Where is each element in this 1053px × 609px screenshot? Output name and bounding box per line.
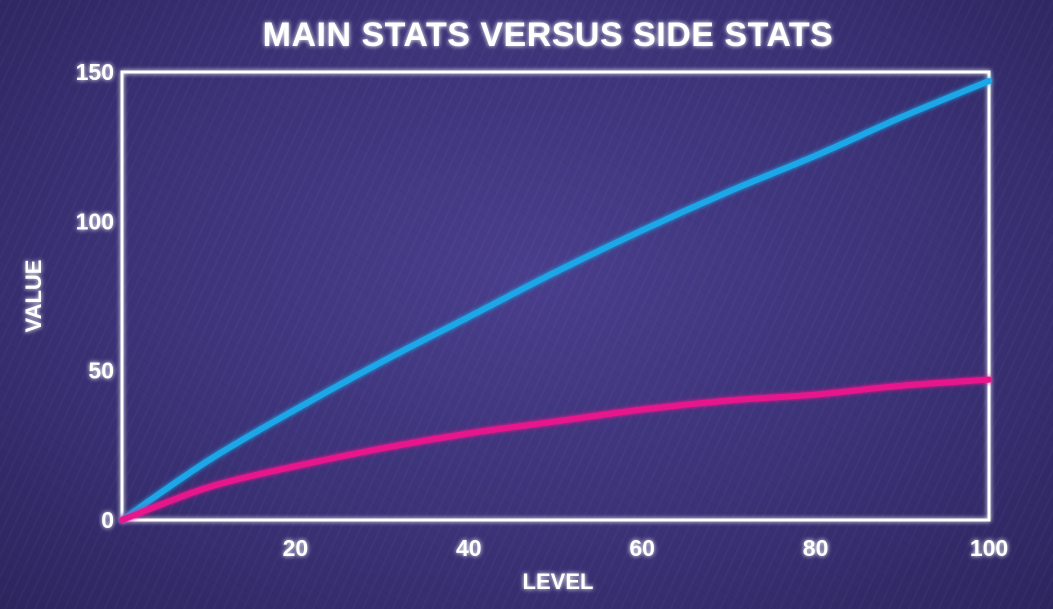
- x-tick-label: 40: [456, 535, 482, 561]
- series-line-1: [119, 77, 992, 523]
- y-tick-label: 0: [101, 507, 114, 533]
- x-tick-label: 80: [803, 535, 829, 561]
- y-axis-label: VALUE: [21, 260, 46, 333]
- x-tick-label: 20: [283, 535, 309, 561]
- x-axis-label: LEVEL: [523, 569, 594, 594]
- tick-labels: 20 40 60 80 100 0 50 100 150: [76, 59, 1009, 561]
- grid: [120, 70, 991, 522]
- chart-title: MAIN STATS VERSUS SIDE STATS: [263, 16, 834, 54]
- series-lines: [119, 77, 992, 523]
- x-tick-label: 100: [970, 535, 1008, 561]
- y-tick-label: 50: [88, 358, 114, 384]
- series-line-2: [119, 376, 992, 523]
- plot-frame: [120, 70, 991, 522]
- x-tick-label: 60: [629, 535, 655, 561]
- y-tick-label: 100: [76, 208, 114, 234]
- y-tick-label: 150: [76, 59, 114, 85]
